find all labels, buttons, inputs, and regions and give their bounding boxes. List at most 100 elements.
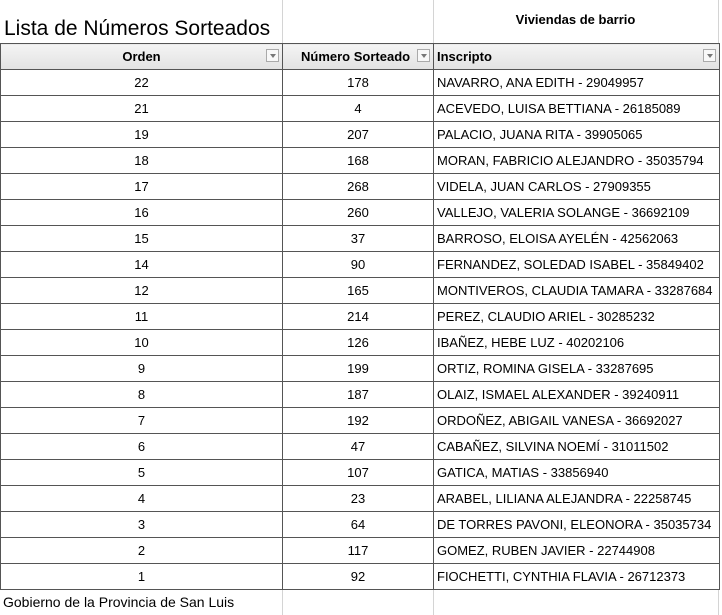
table-row: 14 90 FERNANDEZ, SOLEDAD ISABEL - 35849402 xyxy=(0,251,720,278)
footer-text: Gobierno de la Provincia de San Luis xyxy=(3,594,235,610)
inscripto-cell: FIOCHETTI, CYNTHIA FLAVIA - 26712373 xyxy=(433,563,720,590)
numero-cell: 64 xyxy=(282,511,434,538)
inscripto-cell: ACEVEDO, LUISA BETTIANA - 26185089 xyxy=(433,95,720,122)
numero-cell: 23 xyxy=(282,485,434,512)
table-row: 15 37 BARROSO, ELOISA AYELÉN - 42562063 xyxy=(0,225,720,252)
orden-cell: 16 xyxy=(0,199,283,226)
inscripto-cell: GATICA, MATIAS - 33856940 xyxy=(433,459,720,486)
table-row: 5 107 GATICA, MATIAS - 33856940 xyxy=(0,459,720,486)
inscripto-cell: VIDELA, JUAN CARLOS - 27909355 xyxy=(433,173,720,200)
gridline xyxy=(433,589,434,615)
inscripto-cell: DE TORRES PAVONI, ELEONORA - 35035734 xyxy=(433,511,720,538)
inscripto-cell: ORTIZ, ROMINA GISELA - 33287695 xyxy=(433,355,720,382)
filter-dropdown-icon[interactable] xyxy=(266,49,279,62)
numero-cell: 207 xyxy=(282,121,434,148)
numero-cell: 260 xyxy=(282,199,434,226)
orden-cell: 2 xyxy=(0,537,283,564)
orden-cell: 4 xyxy=(0,485,283,512)
gridline xyxy=(282,589,283,615)
inscripto-cell: VALLEJO, VALERIA SOLANGE - 36692109 xyxy=(433,199,720,226)
column-header-numero: Número Sorteado xyxy=(282,43,434,70)
page-title: Lista de Números Sorteados xyxy=(4,17,271,40)
table-row: 4 23 ARABEL, LILIANA ALEJANDRA - 22258745 xyxy=(0,485,720,512)
table-row: 1 92 FIOCHETTI, CYNTHIA FLAVIA - 26712373 xyxy=(0,563,720,590)
results-table: Orden Número Sorteado Inscripto 22 178 NAV… xyxy=(0,43,720,590)
inscripto-cell: BARROSO, ELOISA AYELÉN - 42562063 xyxy=(433,225,720,252)
table-row: 22 178 NAVARRO, ANA EDITH - 29049957 xyxy=(0,69,720,96)
inscripto-cell: ARABEL, LILIANA ALEJANDRA - 22258745 xyxy=(433,485,720,512)
gridline xyxy=(718,0,719,43)
inscripto-cell: PALACIO, JUANA RITA - 39905065 xyxy=(433,121,720,148)
inscripto-cell: IBAÑEZ, HEBE LUZ - 40202106 xyxy=(433,329,720,356)
column-label: Inscripto xyxy=(437,49,492,64)
orden-cell: 22 xyxy=(0,69,283,96)
orden-cell: 10 xyxy=(0,329,283,356)
numero-cell: 126 xyxy=(282,329,434,356)
orden-cell: 7 xyxy=(0,407,283,434)
inscripto-cell: ORDOÑEZ, ABIGAIL VANESA - 36692027 xyxy=(433,407,720,434)
table-row: 18 168 MORAN, FABRICIO ALEJANDRO - 3503579… xyxy=(0,147,720,174)
page-subtitle: Viviendas de barrio xyxy=(515,12,636,27)
orden-cell: 21 xyxy=(0,95,283,122)
orden-cell: 6 xyxy=(0,433,283,460)
orden-cell: 12 xyxy=(0,277,283,304)
column-label: Orden xyxy=(122,49,161,64)
orden-cell: 3 xyxy=(0,511,283,538)
inscripto-cell: NAVARRO, ANA EDITH - 29049957 xyxy=(433,69,720,96)
table-row: 6 47 CABAÑEZ, SILVINA NOEMÍ - 31011502 xyxy=(0,433,720,460)
table-row: 19 207 PALACIO, JUANA RITA - 39905065 xyxy=(0,121,720,148)
filter-dropdown-icon[interactable] xyxy=(417,49,430,62)
inscripto-cell: OLAIZ, ISMAEL ALEXANDER - 39240911 xyxy=(433,381,720,408)
numero-cell: 92 xyxy=(282,563,434,590)
inscripto-cell: GOMEZ, RUBEN JAVIER - 22744908 xyxy=(433,537,720,564)
inscripto-cell: MONTIVEROS, CLAUDIA TAMARA - 33287684 xyxy=(433,277,720,304)
inscripto-cell: MORAN, FABRICIO ALEJANDRO - 35035794 xyxy=(433,147,720,174)
orden-cell: 5 xyxy=(0,459,283,486)
gridline xyxy=(718,589,719,615)
table-row: 17 268 VIDELA, JUAN CARLOS - 27909355 xyxy=(0,173,720,200)
table-row: 9 199 ORTIZ, ROMINA GISELA - 33287695 xyxy=(0,355,720,382)
column-header-inscripto: Inscripto xyxy=(433,43,720,70)
numero-cell: 268 xyxy=(282,173,434,200)
orden-cell: 8 xyxy=(0,381,283,408)
table-row: 16 260 VALLEJO, VALERIA SOLANGE - 36692109 xyxy=(0,199,720,226)
table-row: 12 165 MONTIVEROS, CLAUDIA TAMARA - 332876… xyxy=(0,277,720,304)
inscripto-cell: FERNANDEZ, SOLEDAD ISABEL - 35849402 xyxy=(433,251,720,278)
orden-cell: 17 xyxy=(0,173,283,200)
inscripto-cell: CABAÑEZ, SILVINA NOEMÍ - 31011502 xyxy=(433,433,720,460)
numero-cell: 192 xyxy=(282,407,434,434)
orden-cell: 1 xyxy=(0,563,283,590)
column-label: Número Sorteado xyxy=(301,49,411,64)
numero-cell: 168 xyxy=(282,147,434,174)
filter-dropdown-icon[interactable] xyxy=(703,49,716,62)
table-row: 7 192 ORDOÑEZ, ABIGAIL VANESA - 36692027 xyxy=(0,407,720,434)
orden-cell: 19 xyxy=(0,121,283,148)
numero-cell: 4 xyxy=(282,95,434,122)
gridline xyxy=(433,0,434,43)
table-row: 3 64 DE TORRES PAVONI, ELEONORA - 35035734 xyxy=(0,511,720,538)
numero-cell: 199 xyxy=(282,355,434,382)
numero-cell: 37 xyxy=(282,225,434,252)
numero-cell: 165 xyxy=(282,277,434,304)
orden-cell: 15 xyxy=(0,225,283,252)
orden-cell: 14 xyxy=(0,251,283,278)
table-row: 21 4 ACEVEDO, LUISA BETTIANA - 26185089 xyxy=(0,95,720,122)
header-row: Orden Número Sorteado Inscripto xyxy=(0,43,720,70)
numero-cell: 117 xyxy=(282,537,434,564)
numero-cell: 187 xyxy=(282,381,434,408)
numero-cell: 47 xyxy=(282,433,434,460)
numero-cell: 90 xyxy=(282,251,434,278)
table-row: 11 214 PEREZ, CLAUDIO ARIEL - 30285232 xyxy=(0,303,720,330)
numero-cell: 178 xyxy=(282,69,434,96)
orden-cell: 11 xyxy=(0,303,283,330)
numero-cell: 214 xyxy=(282,303,434,330)
table-row: 2 117 GOMEZ, RUBEN JAVIER - 22744908 xyxy=(0,537,720,564)
column-header-orden: Orden xyxy=(0,43,283,70)
table-row: 10 126 IBAÑEZ, HEBE LUZ - 40202106 xyxy=(0,329,720,356)
orden-cell: 18 xyxy=(0,147,283,174)
orden-cell: 9 xyxy=(0,355,283,382)
table-row: 8 187 OLAIZ, ISMAEL ALEXANDER - 39240911 xyxy=(0,381,720,408)
inscripto-cell: PEREZ, CLAUDIO ARIEL - 30285232 xyxy=(433,303,720,330)
gridline xyxy=(282,0,283,43)
